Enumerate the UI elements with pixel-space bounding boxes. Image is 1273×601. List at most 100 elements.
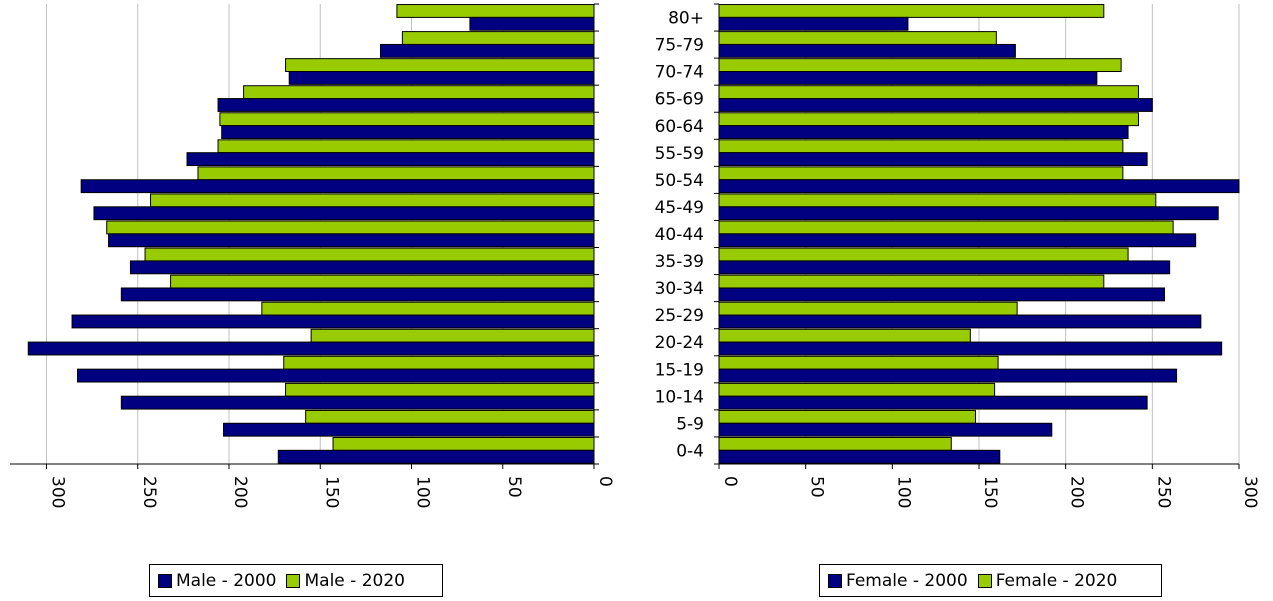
male-bar-male-2000-75-79 bbox=[379, 43, 595, 58]
female-x-tick-label-50: 50 bbox=[807, 476, 827, 498]
legend-label-male-2000: Male - 2000 bbox=[176, 570, 277, 591]
female-bar-female-2000-50-54 bbox=[718, 179, 1240, 194]
female-x-tick-label-300: 300 bbox=[1240, 476, 1260, 508]
male-bar-male-2020-10-14 bbox=[285, 382, 595, 397]
male-bar-male-2000-55-59 bbox=[186, 152, 595, 167]
female-bar-female-2020-10-14 bbox=[718, 382, 996, 397]
category-label-35-39: 35-39 bbox=[655, 252, 704, 272]
male-x-tick-label-50: 50 bbox=[504, 476, 524, 498]
male-bar-male-2020-45-49 bbox=[150, 193, 595, 208]
female-bar-female-2020-80plus bbox=[718, 4, 1105, 18]
male-bar-male-2020-70-74 bbox=[285, 58, 595, 73]
category-label-45-49: 45-49 bbox=[655, 198, 704, 218]
legend-label-male-2020: Male - 2020 bbox=[304, 570, 405, 591]
category-label-5-9: 5-9 bbox=[676, 414, 704, 434]
male-bar-male-2000-40-44 bbox=[108, 233, 595, 248]
male-bar-male-2000-80plus bbox=[469, 16, 595, 31]
legend-swatch-male-2000 bbox=[158, 573, 172, 588]
male-bar-male-2000-60-64 bbox=[221, 125, 595, 139]
male-bar-male-2020-65-69 bbox=[243, 85, 595, 100]
male-bar-male-2000-10-14 bbox=[120, 395, 595, 410]
female-legend: Female - 2000 Female - 2020 bbox=[819, 564, 1162, 597]
male-bar-male-2020-60-64 bbox=[219, 112, 595, 127]
female-bar-female-2000-55-59 bbox=[718, 152, 1148, 167]
category-label-0-4: 0-4 bbox=[676, 441, 704, 461]
legend-entry-male-2000: Male - 2000 bbox=[158, 571, 276, 591]
male-bar-male-2020-5-9 bbox=[305, 409, 595, 424]
female-x-tick-label-200: 200 bbox=[1067, 476, 1087, 508]
male-x-tick-label-300: 300 bbox=[48, 476, 68, 508]
male-bar-male-2020-25-29 bbox=[261, 301, 595, 316]
male-x-tick-label-250: 250 bbox=[139, 476, 159, 508]
female-bar-female-2000-30-34 bbox=[718, 287, 1165, 302]
female-chart: 0 50 100 150 200 250 300 80+ 75-79 70-74 65-69 60-6… bbox=[655, 3, 1260, 508]
female-bar-female-2000-35-39 bbox=[718, 260, 1171, 275]
legend-swatch-female-2020 bbox=[977, 573, 992, 588]
female-x-tick-label-100: 100 bbox=[893, 476, 913, 508]
female-bar-female-2020-50-54 bbox=[718, 166, 1124, 181]
category-label-55-59: 55-59 bbox=[655, 144, 704, 164]
male-bar-male-2000-5-9 bbox=[223, 422, 595, 437]
male-bar-male-2020-55-59 bbox=[217, 139, 595, 154]
female-bar-female-2000-60-64 bbox=[718, 125, 1129, 139]
male-bar-male-2020-30-34 bbox=[170, 274, 595, 289]
male-bar-male-2000-70-74 bbox=[288, 71, 595, 85]
category-label-75-79: 75-79 bbox=[655, 36, 704, 56]
male-bar-male-2020-50-54 bbox=[197, 166, 595, 181]
male-x-tick-label-150: 150 bbox=[321, 476, 341, 508]
female-bar-female-2020-30-34 bbox=[718, 274, 1105, 289]
male-legend: Male - 2000 Male - 2020 bbox=[149, 564, 443, 597]
male-bar-male-2000-30-34 bbox=[120, 287, 595, 302]
male-bar-male-2020-0-4 bbox=[332, 436, 595, 451]
legend-entry-female-2020: Female - 2020 bbox=[977, 570, 1118, 591]
female-bar-female-2000-10-14 bbox=[718, 395, 1148, 410]
legend-swatch-male-2020 bbox=[286, 573, 301, 588]
category-label-65-69: 65-69 bbox=[655, 90, 704, 110]
female-bar-female-2000-0-4 bbox=[718, 449, 1001, 464]
female-bar-female-2020-65-69 bbox=[718, 85, 1139, 100]
male-bar-male-2000-35-39 bbox=[129, 260, 595, 275]
female-bar-female-2020-35-39 bbox=[718, 247, 1129, 262]
male-bar-male-2000-65-69 bbox=[217, 98, 595, 112]
male-bar-male-2000-20-24 bbox=[27, 341, 595, 356]
female-bar-female-2020-40-44 bbox=[718, 220, 1174, 235]
female-bar-female-2000-70-74 bbox=[718, 71, 1098, 85]
female-x-tick-label-250: 250 bbox=[1153, 476, 1173, 508]
category-label-15-19: 15-19 bbox=[655, 360, 704, 380]
male-bar-male-2020-80plus bbox=[396, 4, 595, 18]
female-bar-female-2020-75-79 bbox=[718, 31, 997, 45]
female-bar-female-2000-65-69 bbox=[718, 98, 1153, 112]
female-bar-female-2020-60-64 bbox=[718, 112, 1139, 127]
category-label-70-74: 70-74 bbox=[655, 63, 704, 83]
female-bar-female-2020-5-9 bbox=[718, 409, 977, 424]
female-x-tick-label-0: 0 bbox=[720, 476, 740, 487]
category-label-10-14: 10-14 bbox=[655, 387, 704, 407]
female-x-tick-label-150: 150 bbox=[980, 476, 1000, 508]
male-x-tick-label-100: 100 bbox=[413, 476, 433, 508]
category-label-50-54: 50-54 bbox=[655, 171, 704, 191]
male-bar-male-2020-15-19 bbox=[283, 355, 595, 370]
category-label-25-29: 25-29 bbox=[655, 306, 704, 326]
category-label-80plus: 80+ bbox=[668, 9, 704, 29]
male-x-tick-label-0: 0 bbox=[595, 476, 615, 487]
male-chart: 0 50 100 150 200 250 300 bbox=[10, 3, 615, 508]
female-bar-female-2020-15-19 bbox=[718, 355, 999, 370]
category-label-40-44: 40-44 bbox=[655, 225, 704, 245]
female-bar-female-2000-15-19 bbox=[718, 368, 1178, 383]
female-bar-female-2000-25-29 bbox=[718, 314, 1202, 329]
male-bar-male-2020-20-24 bbox=[310, 328, 595, 343]
female-bar-female-2000-5-9 bbox=[718, 422, 1053, 437]
male-bar-male-2020-40-44 bbox=[106, 220, 595, 235]
male-bar-male-2000-0-4 bbox=[277, 449, 595, 464]
legend-entry-male-2020: Male - 2020 bbox=[286, 570, 405, 591]
male-bar-male-2020-35-39 bbox=[144, 247, 595, 262]
female-bar-female-2020-0-4 bbox=[718, 436, 952, 451]
legend-label-female-2020: Female - 2020 bbox=[995, 570, 1118, 591]
female-bar-female-2000-80plus bbox=[718, 16, 909, 31]
female-bar-female-2000-40-44 bbox=[718, 233, 1197, 248]
female-bar-female-2020-45-49 bbox=[718, 193, 1157, 208]
female-bar-female-2020-70-74 bbox=[718, 58, 1122, 73]
category-label-60-64: 60-64 bbox=[655, 117, 704, 137]
legend-swatch-female-2000 bbox=[828, 573, 842, 588]
